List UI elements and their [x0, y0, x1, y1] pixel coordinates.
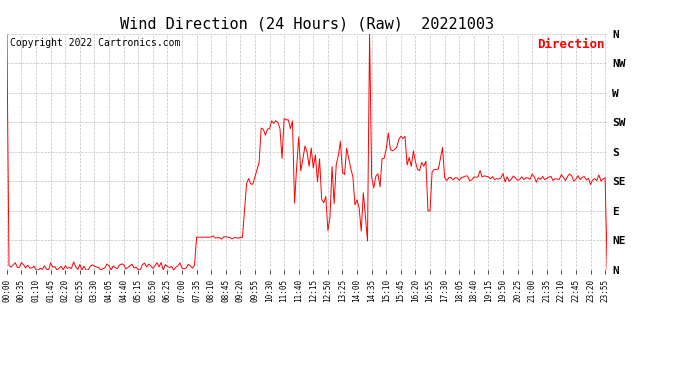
- Text: Direction: Direction: [537, 39, 604, 51]
- Text: Copyright 2022 Cartronics.com: Copyright 2022 Cartronics.com: [10, 39, 180, 48]
- Title: Wind Direction (24 Hours) (Raw)  20221003: Wind Direction (24 Hours) (Raw) 20221003: [120, 16, 494, 31]
